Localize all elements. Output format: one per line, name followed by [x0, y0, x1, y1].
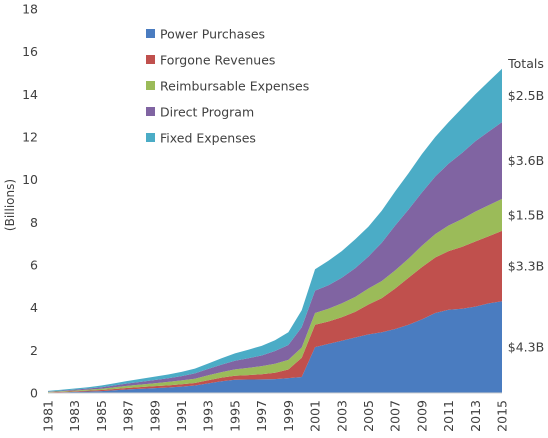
- x-tick-labels: 1981 1983 1985 1987 1989 1991 1993 1995 1997 1999…: [41, 400, 510, 432]
- totals-labels: $2.5B $3.6B $1.5B $3.3B $4.3B: [508, 88, 544, 355]
- legend-item-fixed-expenses: Fixed Expenses: [146, 131, 256, 146]
- y-tick-label: 2: [30, 343, 38, 358]
- x-tick-label: 1999: [281, 400, 296, 432]
- y-tick-label: 4: [30, 300, 38, 315]
- legend-swatch: [146, 81, 155, 90]
- legend-swatch: [146, 107, 155, 116]
- legend-label: Reimbursable Expenses: [160, 79, 309, 94]
- total-label: $3.6B: [508, 153, 544, 168]
- legend-label: Power Purchases: [160, 27, 265, 42]
- x-tick-label: 1997: [254, 400, 269, 432]
- y-tick-label: 16: [22, 44, 38, 59]
- y-tick-label: 6: [30, 258, 38, 273]
- x-tick-label: 1991: [174, 400, 189, 432]
- x-tick-label: 1987: [121, 400, 136, 432]
- y-axis-label: (Billions): [3, 179, 17, 231]
- x-tick-label: 2009: [414, 400, 429, 432]
- x-tick-label: 2001: [308, 400, 323, 432]
- y-tick-label: 10: [22, 172, 38, 187]
- x-tick-label: 1981: [41, 400, 56, 432]
- legend-item-direct-program: Direct Program: [146, 105, 254, 120]
- area-series-group: [48, 68, 502, 393]
- legend: Power Purchases Forgone Revenues Reimbursa…: [146, 27, 309, 146]
- legend-item-power-purchases: Power Purchases: [146, 27, 265, 42]
- legend-label: Forgone Revenues: [160, 53, 275, 68]
- x-tick-label: 1985: [94, 400, 109, 432]
- totals-title: Totals: [507, 56, 544, 71]
- x-tick-label: 1983: [67, 400, 82, 432]
- legend-label: Fixed Expenses: [160, 131, 256, 146]
- legend-item-reimbursable-expenses: Reimbursable Expenses: [146, 79, 309, 94]
- y-tick-label: 0: [30, 386, 38, 401]
- legend-swatch: [146, 29, 155, 38]
- legend-swatch: [146, 55, 155, 64]
- x-tick-label: 2015: [495, 400, 510, 432]
- total-label: $4.3B: [508, 340, 544, 355]
- x-tick-label: 2005: [361, 400, 376, 432]
- x-tick-label: 2011: [441, 400, 456, 432]
- y-tick-label: 14: [22, 87, 38, 102]
- x-tick-label: 2007: [388, 400, 403, 432]
- x-tick-label: 2003: [334, 400, 349, 432]
- x-tick-label: 2013: [468, 400, 483, 432]
- total-label: $1.5B: [508, 207, 544, 222]
- total-label: $3.3B: [508, 259, 544, 274]
- x-tick-label: 1993: [201, 400, 216, 432]
- x-tick-label: 1995: [227, 400, 242, 432]
- x-tick-label: 1989: [147, 400, 162, 432]
- y-tick-label: 8: [30, 215, 38, 230]
- legend-item-forgone-revenues: Forgone Revenues: [146, 53, 275, 68]
- area-power-purchases: [48, 301, 502, 393]
- y-tick-label: 18: [22, 2, 38, 17]
- total-label: $2.5B: [508, 88, 544, 103]
- area-forgone-revenues: [48, 230, 502, 393]
- legend-label: Direct Program: [160, 105, 254, 120]
- legend-swatch: [146, 133, 155, 142]
- y-tick-labels: 0 2 4 6 8 10 12 14 16 18: [22, 2, 38, 401]
- y-tick-label: 12: [22, 130, 38, 145]
